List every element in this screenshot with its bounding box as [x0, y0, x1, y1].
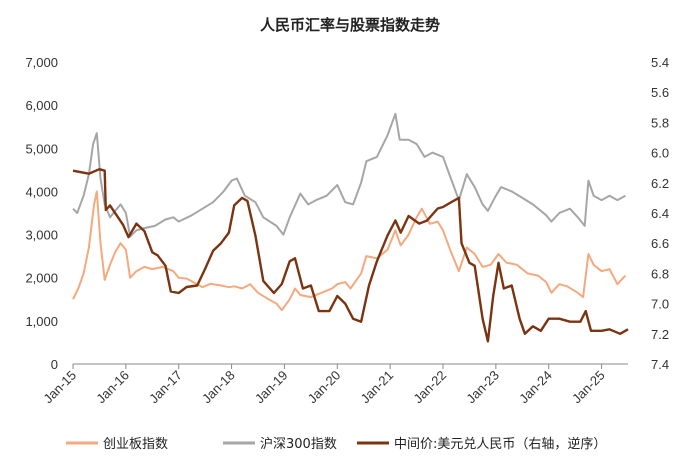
x-tick-label: Jan-16 — [93, 368, 132, 407]
right-tick-label: 5.8 — [651, 115, 669, 130]
series-line-1 — [72, 190, 627, 312]
right-tick-label: 7.4 — [651, 357, 669, 372]
legend-label-2: 沪深300指数 — [260, 436, 337, 452]
right-tick-label: 6.8 — [651, 266, 669, 281]
left-tick-label: 5,000 — [25, 141, 58, 156]
right-tick-label: 5.4 — [651, 55, 669, 70]
series-line-3 — [72, 168, 629, 343]
right-axis-ticks: 5.4 5.6 5.8 6.0 6.2 6.4 6.6 6.8 7.0 7.2 7.4 — [651, 55, 669, 372]
x-tick-label: Jan-23 — [463, 368, 502, 407]
right-tick-label: 7.2 — [651, 327, 669, 342]
left-tick-label: 2,000 — [25, 271, 58, 286]
legend-label-3: 中间价:美元兑人民币（右轴，逆序） — [394, 436, 606, 452]
x-axis: Jan-15 Jan-16 Jan-17 Jan-18 Jan-19 Jan-20 Jan-… — [40, 363, 628, 407]
right-tick-label: 6.4 — [651, 206, 669, 221]
series-line-2 — [72, 112, 626, 238]
left-tick-label: 0 — [51, 357, 58, 372]
left-tick-label: 6,000 — [25, 98, 58, 113]
left-tick-label: 7,000 — [25, 55, 58, 70]
left-tick-label: 1,000 — [25, 314, 58, 329]
right-tick-label: 5.6 — [651, 85, 669, 100]
legend: 创业板指数 沪深300指数 中间价:美元兑人民币（右轴，逆序） — [66, 436, 606, 452]
x-tick-label: Jan-19 — [252, 368, 291, 407]
x-tick-label: Jan-15 — [40, 368, 79, 407]
legend-label-1: 创业板指数 — [103, 437, 168, 452]
x-tick-label: Jan-25 — [569, 368, 608, 407]
chart-title: 人民币汇率与股票指数走势 — [260, 16, 440, 34]
series-layer — [72, 112, 629, 343]
right-tick-label: 7.0 — [651, 297, 669, 312]
right-tick-label: 6.0 — [651, 146, 669, 161]
left-tick-label: 4,000 — [25, 184, 58, 199]
x-tick-label: Jan-20 — [305, 368, 344, 407]
left-axis-ticks: 0 1,000 2,000 3,000 4,000 5,000 6,000 7,000 — [25, 55, 58, 372]
x-tick-label: Jan-22 — [410, 368, 449, 407]
x-tick-label: Jan-24 — [516, 368, 555, 407]
right-tick-label: 6.2 — [651, 176, 669, 191]
x-tick-label: Jan-18 — [199, 368, 238, 407]
left-tick-label: 3,000 — [25, 228, 58, 243]
x-tick-label: Jan-17 — [146, 368, 185, 407]
right-tick-label: 6.6 — [651, 236, 669, 251]
x-tick-label: Jan-21 — [358, 368, 397, 407]
